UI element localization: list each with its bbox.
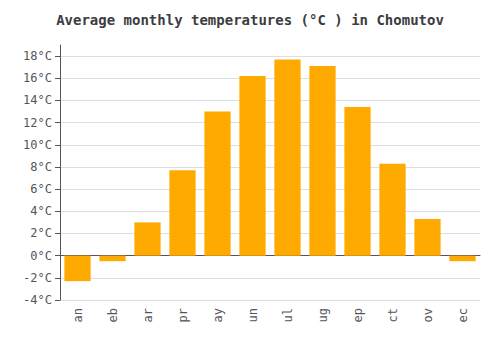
- svg-text:12°C: 12°C: [23, 116, 52, 130]
- svg-text:ar: ar: [141, 308, 155, 322]
- svg-text:18°C: 18°C: [23, 49, 52, 63]
- svg-text:un: un: [246, 308, 260, 322]
- svg-text:ov: ov: [421, 308, 435, 322]
- svg-text:an: an: [71, 308, 85, 322]
- svg-text:ep: ep: [351, 308, 365, 322]
- svg-text:4°C: 4°C: [30, 204, 52, 218]
- svg-text:ay: ay: [211, 308, 225, 322]
- svg-text:16°C: 16°C: [23, 71, 52, 85]
- svg-text:ct: ct: [386, 308, 400, 322]
- svg-text:0°C: 0°C: [30, 249, 52, 263]
- svg-text:8°C: 8°C: [30, 160, 52, 174]
- svg-text:ug: ug: [316, 308, 330, 322]
- svg-text:pr: pr: [176, 308, 190, 322]
- svg-text:-2°C: -2°C: [23, 271, 52, 285]
- svg-text:6°C: 6°C: [30, 182, 52, 196]
- svg-text:10°C: 10°C: [23, 138, 52, 152]
- svg-text:2°C: 2°C: [30, 226, 52, 240]
- svg-text:14°C: 14°C: [23, 93, 52, 107]
- svg-text:ul: ul: [281, 308, 295, 322]
- svg-text:Average monthly temperatures (: Average monthly temperatures (°C ) in Ch…: [56, 12, 444, 28]
- svg-text:eb: eb: [106, 308, 120, 322]
- svg-text:-4°C: -4°C: [23, 293, 52, 307]
- svg-text:ec: ec: [456, 308, 470, 322]
